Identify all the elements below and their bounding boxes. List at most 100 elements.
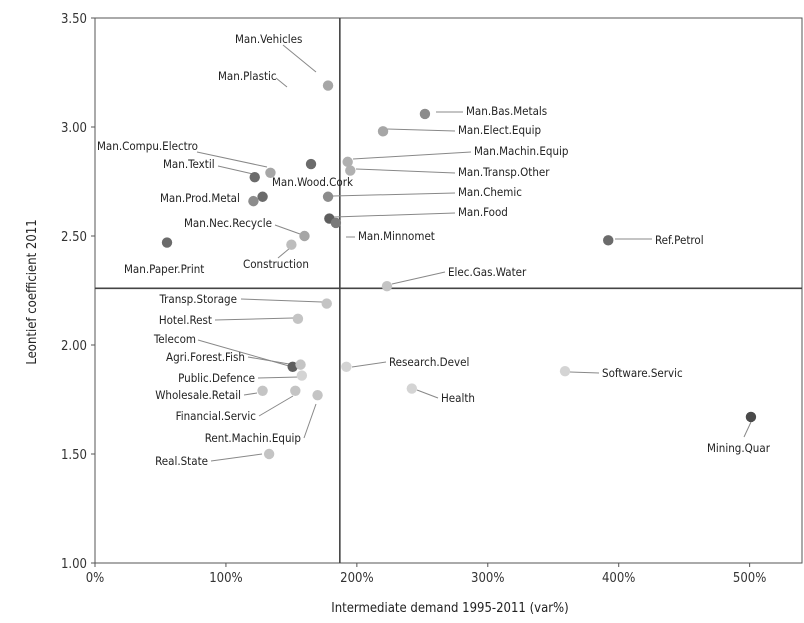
point-mining-quar <box>745 411 757 423</box>
label-health: Health <box>441 391 475 405</box>
label-man-machin-equip: Man.Machin.Equip <box>474 144 568 158</box>
y-tick-label: 1.50 <box>61 448 87 463</box>
point-man-paper-print <box>161 237 173 248</box>
leader-man-textil <box>217 165 254 175</box>
leader-man-plastic <box>275 77 288 88</box>
point-man-bas-metals <box>419 108 431 120</box>
leader-elec-gas-water <box>391 271 446 285</box>
point-man-textil <box>265 167 276 178</box>
label-man-compu-electro: Man.Compu.Electro <box>97 139 198 153</box>
point-wholesale-retail <box>257 385 268 396</box>
leader-rent-machin-equip <box>303 403 317 439</box>
point-elec-gas-water <box>381 280 393 292</box>
point-man-machin-equip <box>342 156 353 168</box>
label-man-wood-cork: Man.Wood.Cork <box>272 175 353 189</box>
leader-software-servic <box>569 371 600 374</box>
label-mining-quar: Mining.Quar <box>707 441 771 455</box>
x-tick-label: 0% <box>86 571 105 586</box>
point-hotel-rest <box>292 313 304 325</box>
x-tick-label: 100% <box>209 571 242 586</box>
point-public-defence <box>296 370 308 381</box>
x-tick-label: 200% <box>340 571 373 586</box>
point-man-elect-equip <box>377 126 389 137</box>
point-real-state <box>263 448 275 460</box>
point-software-servic <box>559 365 571 377</box>
leader-wholesale-retail <box>243 392 258 396</box>
label-agri-forest-fish: Agri.Forest.Fish <box>166 350 245 364</box>
point-man-prod-metal <box>248 195 259 207</box>
leader-real-state <box>210 453 263 462</box>
point-man-compu-electro <box>249 171 260 183</box>
leader-research-devel <box>351 361 387 368</box>
point-research-devel <box>341 361 352 372</box>
label-man-bas-metals: Man.Bas.Metals <box>466 104 547 118</box>
plot-frame <box>94 17 803 564</box>
y-tick-label: 2.50 <box>61 230 87 245</box>
label-elec-gas-water: Elec.Gas.Water <box>448 265 527 279</box>
point-telecom <box>287 361 298 372</box>
label-man-plastic: Man.Plastic <box>218 69 277 83</box>
point-man-vehicles <box>322 80 334 91</box>
x-tick-label: 500% <box>733 571 766 586</box>
label-software-servic: Software.Servic <box>602 366 683 380</box>
label-man-textil: Man.Textil <box>163 157 215 171</box>
label-real-state: Real.State <box>155 454 208 468</box>
point-man-chemic <box>322 191 334 202</box>
y-tick-label: 2.00 <box>61 339 87 354</box>
leader-public-defence <box>257 376 300 379</box>
label-hotel-rest: Hotel.Rest <box>159 313 212 327</box>
label-man-elect-equip: Man.Elect.Equip <box>458 123 541 137</box>
leader-man-compu-electro <box>196 151 268 168</box>
label-financial-servic: Financial.Servic <box>176 409 257 423</box>
label-man-nec-recycle: Man.Nec.Recycle <box>184 216 272 230</box>
leader-man-machin-equip <box>352 151 472 160</box>
label-public-defence: Public.Defence <box>178 371 255 385</box>
reference-lines <box>95 18 802 563</box>
leader-hotel-rest <box>214 317 294 321</box>
leader-agri-forest-fish <box>247 356 296 366</box>
point-financial-servic <box>290 385 301 396</box>
leader-man-chemic <box>332 192 456 197</box>
label-ref-petrol: Ref.Petrol <box>655 233 704 247</box>
leader-construction <box>277 247 291 259</box>
data-points <box>161 80 757 460</box>
y-axis-label: Leontief coefficient 2011 <box>25 219 40 364</box>
x-tick-label: 400% <box>602 571 635 586</box>
label-rent-machin-equip: Rent.Machin.Equip <box>205 431 301 445</box>
point-man-wood-cork <box>257 191 268 202</box>
point-rent-machin-equip <box>312 389 323 401</box>
leader-man-transp-other <box>355 168 456 174</box>
axes: 0% 100% 200% 300% 400% 500% 1.00 1.50 2.00 2.50 3.… <box>61 12 803 586</box>
label-transp-storage: Transp.Storage <box>158 292 237 306</box>
leader-lines <box>196 44 752 462</box>
label-wholesale-retail: Wholesale.Retail <box>155 388 241 402</box>
label-man-minnomet: Man.Minnomet <box>358 229 435 243</box>
label-construction: Construction <box>243 257 309 271</box>
label-man-paper-print: Man.Paper.Print <box>124 262 204 276</box>
y-tick-label: 1.00 <box>61 557 87 572</box>
label-man-chemic: Man.Chemic <box>458 185 522 199</box>
y-tick-label: 3.00 <box>61 121 87 136</box>
label-man-vehicles: Man.Vehicles <box>235 32 302 46</box>
x-axis-label: Intermediate demand 1995-2011 (var%) <box>331 601 568 616</box>
label-man-transp-other: Man.Transp.Other <box>458 165 550 179</box>
leader-mining-quar <box>743 421 752 438</box>
point-construction <box>286 239 297 250</box>
point-labels: Man.Vehicles Man.Plastic Man.Bas.Metals Man… <box>97 32 771 468</box>
leader-man-vehicles <box>282 44 317 73</box>
label-telecom: Telecom <box>153 332 196 346</box>
label-man-prod-metal: Man.Prod.Metal <box>160 191 240 205</box>
point-agri-forest-fish <box>295 359 306 370</box>
point-ref-petrol <box>603 235 614 246</box>
point-man-minnomet <box>330 217 342 229</box>
leader-man-food <box>333 212 456 218</box>
leader-man-nec-recycle <box>274 224 301 235</box>
label-man-food: Man.Food <box>458 205 508 219</box>
point-health <box>406 383 418 394</box>
point-man-transp-other <box>345 165 356 176</box>
leader-transp-storage <box>240 298 323 303</box>
label-research-devel: Research.Devel <box>389 355 469 369</box>
x-tick-label: 300% <box>471 571 504 586</box>
y-tick-label: 3.50 <box>61 12 87 27</box>
